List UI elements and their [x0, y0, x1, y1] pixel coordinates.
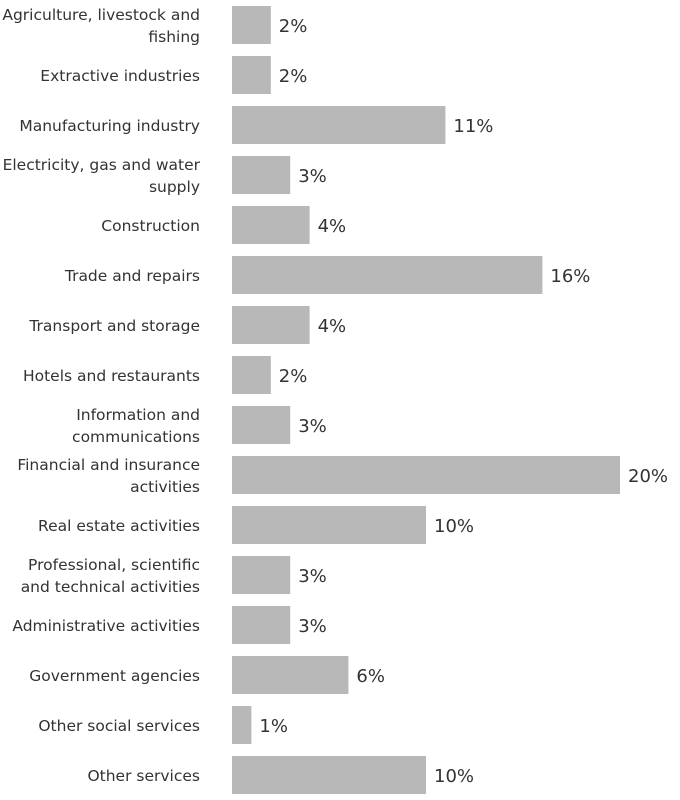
- category-label-other-social-services: Other social services: [38, 717, 200, 735]
- category-label-line: supply: [149, 178, 200, 196]
- category-label-line: Trade and repairs: [64, 267, 200, 285]
- category-label-line: Other services: [87, 767, 200, 785]
- value-label-agriculture-livestock-and-fishing: 2%: [279, 16, 308, 37]
- value-label-electricity-gas-and-water-supply: 3%: [298, 166, 327, 187]
- value-labels: 2% 2% 11% 3% 4% 16% 4% 2% 3% 20% 10% 3% 3% 6% 1% 10%: [259, 16, 668, 787]
- category-label-line: Agriculture, livestock and: [2, 6, 200, 24]
- value-label-transport-and-storage: 4%: [318, 316, 347, 337]
- bar-transport-and-storage: [232, 306, 310, 344]
- category-label-line: fishing: [148, 28, 200, 46]
- value-label-extractive-industries: 2%: [279, 66, 308, 87]
- bar-construction: [232, 206, 310, 244]
- category-label-extractive-industries: Extractive industries: [40, 67, 200, 85]
- category-label-line: communications: [72, 428, 200, 446]
- category-label-line: activities: [130, 478, 200, 496]
- category-label-line: Manufacturing industry: [19, 117, 200, 135]
- bar-real-estate-activities: [232, 506, 426, 544]
- category-label-line: Hotels and restaurants: [23, 367, 200, 385]
- value-label-hotels-and-restaurants: 2%: [279, 366, 308, 387]
- category-labels: Agriculture, livestock and fishing Extract…: [2, 6, 200, 785]
- value-label-other-services: 10%: [434, 766, 474, 787]
- bars-layer: [232, 6, 620, 794]
- value-label-financial-and-insurance-activities: 20%: [628, 466, 668, 487]
- category-label-line: Administrative activities: [12, 617, 200, 635]
- value-label-manufacturing-industry: 11%: [453, 116, 493, 137]
- category-label-line: and technical activities: [21, 578, 200, 596]
- category-label-electricity-gas-and-water-supply: Electricity, gas and water supply: [3, 156, 201, 196]
- category-label-construction: Construction: [101, 217, 200, 235]
- bar-electricity-gas-and-water-supply: [232, 156, 291, 194]
- category-label-line: Professional, scientific: [28, 556, 200, 574]
- category-label-transport-and-storage: Transport and storage: [28, 317, 200, 335]
- value-label-information-and-communications: 3%: [298, 416, 327, 437]
- category-label-trade-and-repairs: Trade and repairs: [64, 267, 200, 285]
- category-label-administrative-activities: Administrative activities: [12, 617, 200, 635]
- value-label-trade-and-repairs: 16%: [550, 266, 590, 287]
- bar-administrative-activities: [232, 606, 291, 644]
- category-label-agriculture-livestock-and-fishing: Agriculture, livestock and fishing: [2, 6, 200, 46]
- category-label-other-services: Other services: [87, 767, 200, 785]
- category-label-hotels-and-restaurants: Hotels and restaurants: [23, 367, 200, 385]
- category-label-line: Extractive industries: [40, 67, 200, 85]
- category-label-line: Construction: [101, 217, 200, 235]
- category-label-line: Financial and insurance: [17, 456, 200, 474]
- category-label-manufacturing-industry: Manufacturing industry: [19, 117, 200, 135]
- category-label-financial-and-insurance-activities: Financial and insurance activities: [17, 456, 200, 496]
- bar-extractive-industries: [232, 56, 271, 94]
- category-label-government-agencies: Government agencies: [29, 667, 200, 685]
- value-label-government-agencies: 6%: [356, 666, 385, 687]
- category-label-line: Real estate activities: [38, 517, 200, 535]
- bar-other-services: [232, 756, 426, 794]
- bar-other-social-services: [232, 706, 252, 744]
- category-label-line: Government agencies: [29, 667, 200, 685]
- value-label-other-social-services: 1%: [259, 716, 288, 737]
- bar-manufacturing-industry: [232, 106, 446, 144]
- value-label-administrative-activities: 3%: [298, 616, 327, 637]
- bar-agriculture-livestock-and-fishing: [232, 6, 271, 44]
- bar-trade-and-repairs: [232, 256, 543, 294]
- category-label-line: Electricity, gas and water: [3, 156, 201, 174]
- value-label-real-estate-activities: 10%: [434, 516, 474, 537]
- bar-financial-and-insurance-activities: [232, 456, 620, 494]
- category-label-line: Transport and storage: [28, 317, 200, 335]
- category-label-line: Other social services: [38, 717, 200, 735]
- value-label-professional-scientific-and-technical-activities: 3%: [298, 566, 327, 587]
- bar-government-agencies: [232, 656, 349, 694]
- category-label-information-and-communications: Information and communications: [72, 406, 200, 446]
- category-label-professional-scientific-and-technical-activities: Professional, scientific and technical ac…: [21, 556, 200, 596]
- category-label-line: Information and: [76, 406, 200, 424]
- value-label-construction: 4%: [318, 216, 347, 237]
- bar-professional-scientific-and-technical-activities: [232, 556, 291, 594]
- bar-information-and-communications: [232, 406, 291, 444]
- bar-hotels-and-restaurants: [232, 356, 271, 394]
- category-label-real-estate-activities: Real estate activities: [38, 517, 200, 535]
